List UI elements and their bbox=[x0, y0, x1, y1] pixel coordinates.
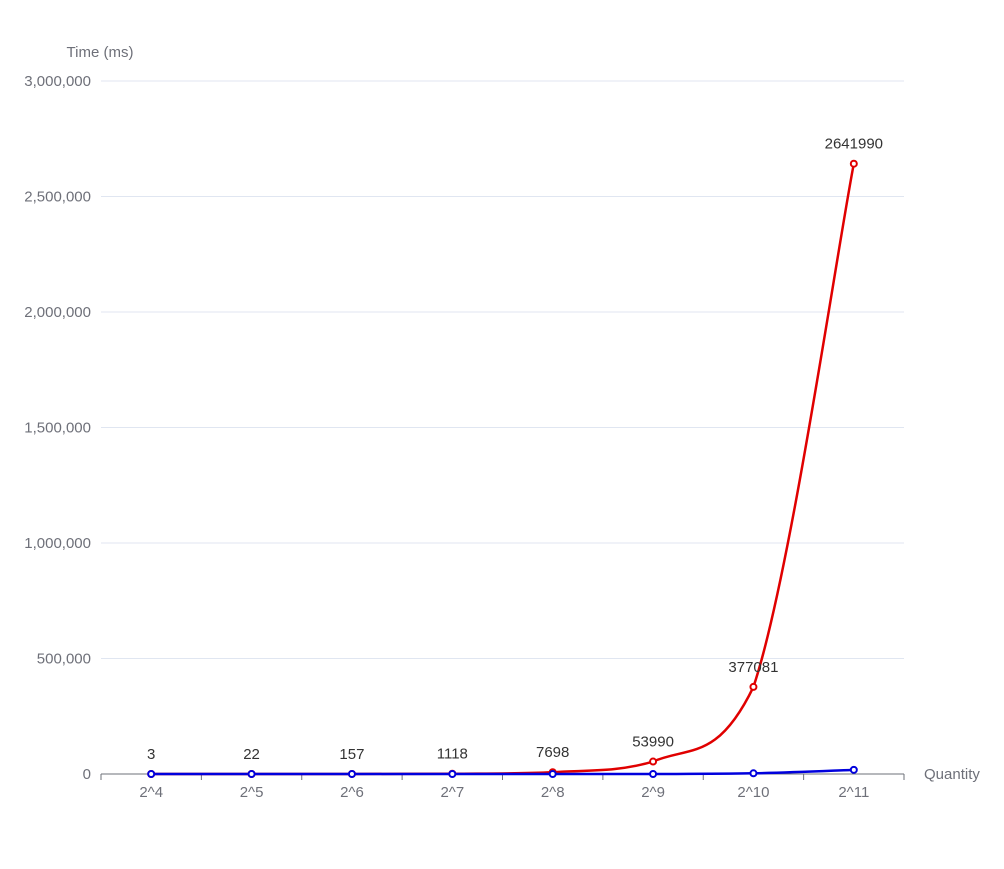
x-tick-label: 2^10 bbox=[737, 784, 769, 801]
y-tick-label: 2,500,000 bbox=[24, 189, 91, 206]
data-point bbox=[147, 770, 156, 778]
x-axis-label: Quantity bbox=[924, 766, 980, 783]
x-tick-label: 2^9 bbox=[641, 784, 665, 801]
data-label: 3 bbox=[147, 746, 155, 763]
series-points bbox=[147, 159, 858, 778]
series-line bbox=[151, 768, 854, 776]
x-tick-label: 2^4 bbox=[139, 784, 163, 801]
series-lines bbox=[151, 163, 856, 776]
x-tick-label: 2^11 bbox=[838, 784, 869, 801]
data-point bbox=[749, 769, 758, 778]
data-label: 157 bbox=[339, 746, 364, 763]
data-labels: 3 22 157 1118 7698 53990 377081 2641990 bbox=[147, 136, 883, 763]
x-tick-label: 2^5 bbox=[240, 784, 264, 801]
x-axis-ticks: 2^4 2^5 2^6 2^7 2^8 2^9 2^10 2^11 bbox=[139, 784, 869, 801]
data-point bbox=[849, 765, 858, 774]
y-tick-label: 500,000 bbox=[37, 651, 91, 668]
y-tick-label: 0 bbox=[83, 766, 91, 783]
data-point bbox=[347, 770, 356, 778]
data-point bbox=[247, 770, 256, 778]
x-tick-label: 2^8 bbox=[541, 784, 565, 801]
data-point bbox=[649, 757, 658, 766]
y-axis-label: Time (ms) bbox=[67, 44, 134, 61]
data-point bbox=[548, 770, 557, 778]
data-label: 2641990 bbox=[825, 136, 883, 153]
y-tick-label: 3,000,000 bbox=[24, 73, 91, 90]
x-tick-label: 2^6 bbox=[340, 784, 364, 801]
data-point bbox=[749, 682, 758, 691]
y-tick-label: 2,000,000 bbox=[24, 304, 91, 321]
data-label: 22 bbox=[243, 746, 260, 763]
data-point bbox=[649, 770, 658, 778]
y-tick-label: 1,500,000 bbox=[24, 420, 91, 437]
grid-lines bbox=[101, 80, 904, 659]
data-label: 377081 bbox=[728, 659, 778, 676]
data-label: 1118 bbox=[437, 746, 468, 763]
data-label: 7698 bbox=[536, 744, 569, 761]
data-label: 53990 bbox=[632, 734, 674, 751]
data-point bbox=[448, 770, 457, 778]
y-tick-label: 1,000,000 bbox=[24, 535, 91, 552]
y-axis-ticks: 0 500,000 1,000,000 1,500,000 2,000,000 2,500… bbox=[24, 73, 91, 783]
x-tick-label: 2^7 bbox=[440, 784, 464, 801]
series-line bbox=[151, 163, 856, 776]
data-point bbox=[849, 159, 858, 168]
